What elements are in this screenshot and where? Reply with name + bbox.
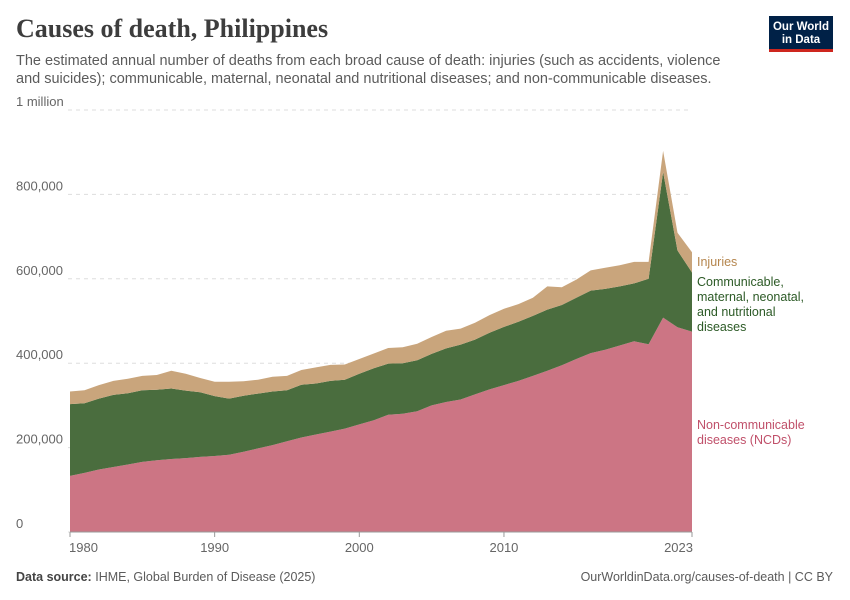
owid-logo[interactable]: Our World in Data xyxy=(769,16,833,52)
y-tick-label: 1 million xyxy=(16,94,64,109)
x-tick-label: 1990 xyxy=(200,540,229,555)
x-tick-label: 2010 xyxy=(489,540,518,555)
communicable-series-label: Communicable, maternal, neonatal, and nutr… xyxy=(697,275,804,334)
logo-line-2: in Data xyxy=(781,34,821,46)
injuries-series-label: Injuries xyxy=(697,255,737,269)
y-tick-label: 800,000 xyxy=(16,178,63,193)
y-tick-label: 600,000 xyxy=(16,263,63,278)
chart-subtitle: The estimated annual number of deaths fr… xyxy=(16,53,721,87)
injuries-area[interactable] xyxy=(70,150,692,405)
data-source-text: IHME, Global Burden of Disease (2025) xyxy=(95,570,316,584)
ncd-area[interactable] xyxy=(70,317,692,532)
communicable-area[interactable] xyxy=(70,172,692,476)
data-source: Data source: IHME, Global Burden of Dise… xyxy=(16,570,315,584)
x-tick-label: 1980 xyxy=(69,540,98,555)
x-axis: 1980 1990 2000 2010 2023 xyxy=(69,531,693,555)
y-tick-label: 0 xyxy=(16,516,23,531)
ncd-series-label: Non-communicable diseases (NCDs) xyxy=(697,418,805,447)
y-tick-label: 200,000 xyxy=(16,432,63,447)
y-axis-ticks: 0 200,000 400,000 600,000 800,000 1 million xyxy=(16,94,64,531)
data-source-label: Data source: xyxy=(16,570,92,584)
source-url-link[interactable]: OurWorldinData.org/causes-of-death | CC … xyxy=(580,570,833,584)
x-tick-label: 2000 xyxy=(345,540,374,555)
logo-line-1: Our World xyxy=(772,21,829,33)
x-tick-label: 2023 xyxy=(664,540,693,555)
series-labels: Non-communicable diseases (NCDs) Communica… xyxy=(697,255,805,447)
y-tick-label: 400,000 xyxy=(16,347,63,362)
series-areas xyxy=(70,150,692,532)
chart-title: Causes of death, Philippines xyxy=(16,14,329,43)
